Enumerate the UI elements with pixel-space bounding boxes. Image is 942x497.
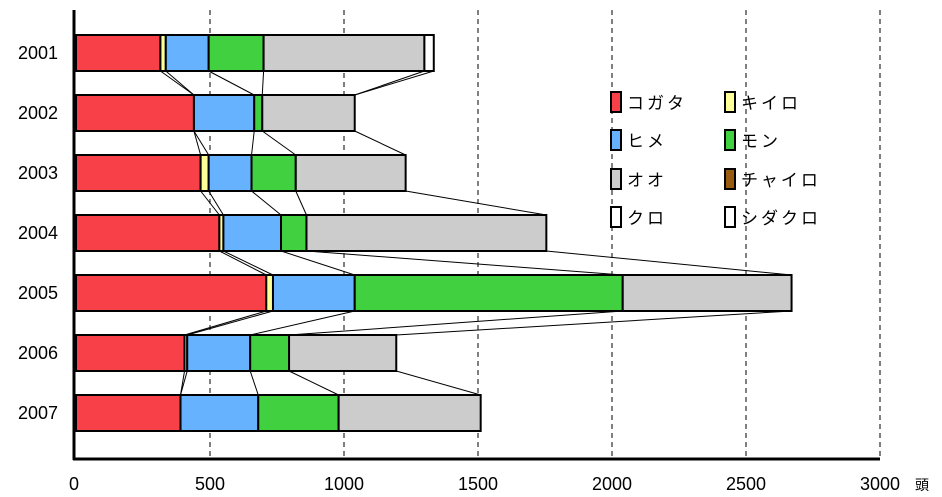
connector-line bbox=[295, 190, 307, 216]
bar-segment-2006-オオ bbox=[288, 334, 398, 372]
x-tick-label: 0 bbox=[69, 474, 79, 494]
y-tick-label: 2004 bbox=[18, 223, 58, 243]
legend-label: クロ bbox=[627, 209, 667, 228]
legend-label: ヒメ bbox=[627, 132, 667, 151]
bar-segment-2005-ヒメ bbox=[271, 274, 356, 312]
legend-label: オオ bbox=[627, 171, 667, 190]
connector-line bbox=[219, 250, 267, 276]
legend-swatch bbox=[724, 91, 736, 113]
bar-segment-2001-オオ bbox=[262, 34, 426, 72]
x-tick-label: 2500 bbox=[726, 474, 766, 494]
legend-swatch bbox=[610, 129, 622, 151]
y-tick-label: 2003 bbox=[18, 163, 58, 183]
legend-swatch bbox=[610, 91, 622, 113]
connector-line bbox=[193, 130, 210, 156]
bar-segment-2003-モン bbox=[250, 154, 297, 192]
x-tick-label: 2000 bbox=[592, 474, 632, 494]
bar-segment-2007-オオ bbox=[337, 394, 482, 432]
bar-segment-2001-クロ bbox=[423, 34, 435, 72]
x-unit-label: 頭 bbox=[915, 477, 929, 493]
connector-line bbox=[251, 190, 282, 216]
legend-swatch bbox=[724, 206, 736, 228]
connector-line bbox=[249, 370, 259, 396]
bar-segment-2004-ヒメ bbox=[222, 214, 283, 252]
x-tick-label: 3000 bbox=[860, 474, 900, 494]
bar-segment-2003-ヒメ bbox=[207, 154, 253, 192]
y-tick-labels: 2001 2002 2003 2004 2005 2006 2007 bbox=[18, 43, 58, 423]
gridlines bbox=[209, 10, 881, 459]
bar-segment-2001-ヒメ bbox=[164, 34, 210, 72]
y-tick-label: 2006 bbox=[18, 343, 58, 363]
connector-line bbox=[180, 370, 188, 396]
x-tick-label: 1500 bbox=[458, 474, 498, 494]
bar-segment-2005-コガタ bbox=[75, 274, 268, 312]
connector-line bbox=[208, 70, 255, 96]
connector-line bbox=[288, 370, 339, 396]
connector-line bbox=[208, 190, 224, 216]
bar-segment-2005-キイロ bbox=[265, 274, 274, 312]
x-tick-label: 500 bbox=[195, 474, 225, 494]
connector-line bbox=[354, 130, 406, 156]
connector-line bbox=[160, 70, 195, 96]
bar-segment-2002-コガタ bbox=[75, 94, 195, 132]
legend-swatch bbox=[724, 168, 736, 190]
legend-swatch bbox=[610, 206, 622, 228]
bar-segment-2003-オオ bbox=[294, 154, 407, 192]
bar-segment-2004-オオ bbox=[305, 214, 548, 252]
bar-segment-2005-モン bbox=[353, 274, 624, 312]
legend-swatch bbox=[610, 168, 622, 190]
bar-segment-2002-モン bbox=[253, 94, 264, 132]
bar-segment-2006-コガタ bbox=[75, 334, 186, 372]
x-tick-labels: 0 500 1000 1500 2000 2500 3000 bbox=[69, 474, 900, 494]
x-tick-label: 1000 bbox=[324, 474, 364, 494]
connector-line bbox=[200, 190, 220, 216]
bar-segment-2004-モン bbox=[280, 214, 308, 252]
connector-line bbox=[223, 250, 274, 276]
connector-line bbox=[546, 250, 792, 276]
bar-segment-2005-オオ bbox=[621, 274, 793, 312]
connector-line bbox=[396, 370, 481, 396]
connector-line bbox=[187, 310, 274, 336]
legend-label: キイロ bbox=[741, 94, 801, 113]
bar-segment-2001-モン bbox=[207, 34, 265, 72]
connector-line bbox=[306, 250, 623, 276]
bar-segment-2003-コガタ bbox=[75, 154, 202, 192]
connector-line bbox=[396, 310, 792, 336]
bar-segment-2004-コガタ bbox=[75, 214, 221, 252]
legend-swatch bbox=[724, 129, 736, 151]
connector-lines bbox=[160, 70, 792, 396]
bar-segment-2003-キイロ bbox=[199, 154, 210, 192]
connector-line bbox=[289, 310, 623, 336]
bar-segment-2002-オオ bbox=[261, 94, 356, 132]
bar-segment-2007-ヒメ bbox=[179, 394, 260, 432]
connector-line bbox=[250, 310, 355, 336]
connector-line bbox=[354, 70, 434, 96]
y-tick-label: 2001 bbox=[18, 43, 58, 63]
legend-label: モン bbox=[741, 132, 781, 151]
connector-line bbox=[261, 130, 297, 156]
legend-label: チャイロ bbox=[741, 171, 821, 190]
bar-segment-2006-ヒメ bbox=[186, 334, 252, 372]
connector-line bbox=[251, 130, 255, 156]
connector-line bbox=[193, 130, 202, 156]
connector-line bbox=[261, 70, 265, 96]
axes bbox=[72, 10, 880, 461]
connector-line bbox=[165, 70, 195, 96]
bars bbox=[75, 34, 793, 432]
bar-segment-2007-コガタ bbox=[75, 394, 182, 432]
connector-line bbox=[405, 190, 547, 216]
connector-line bbox=[184, 310, 267, 336]
bar-segment-2006-モン bbox=[249, 334, 291, 372]
y-tick-label: 2002 bbox=[18, 103, 58, 123]
legend-label: コガタ bbox=[627, 94, 687, 113]
y-tick-label: 2007 bbox=[18, 403, 58, 423]
bar-segment-2002-ヒメ bbox=[192, 94, 256, 132]
bar-segment-2001-コガタ bbox=[75, 34, 162, 72]
y-tick-label: 2005 bbox=[18, 283, 58, 303]
bar-segment-2007-モン bbox=[257, 394, 340, 432]
connector-line bbox=[280, 250, 355, 276]
legend-label: シダクロ bbox=[741, 209, 821, 228]
